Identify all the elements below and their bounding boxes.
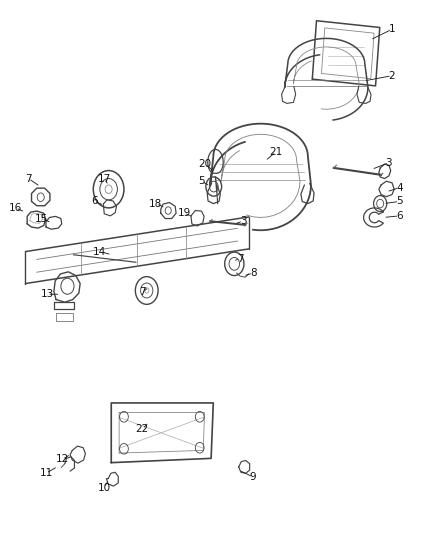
Text: 6: 6 (396, 211, 403, 221)
Text: 9: 9 (250, 472, 257, 482)
Text: 6: 6 (91, 197, 98, 206)
Text: 19: 19 (177, 208, 191, 218)
Text: 7: 7 (139, 287, 146, 297)
Text: 12: 12 (56, 455, 69, 464)
Text: 20: 20 (198, 159, 212, 169)
Text: 5: 5 (396, 197, 403, 206)
Text: 18: 18 (149, 199, 162, 208)
Text: 7: 7 (25, 174, 32, 183)
Text: 16: 16 (9, 203, 22, 213)
Text: 1: 1 (389, 25, 396, 34)
Text: 7: 7 (237, 254, 244, 263)
Text: 3: 3 (240, 216, 247, 226)
Text: 14: 14 (93, 247, 106, 256)
Text: 15: 15 (35, 214, 48, 223)
Text: 22: 22 (136, 424, 149, 434)
Text: 3: 3 (385, 158, 392, 167)
Text: 4: 4 (396, 183, 403, 192)
Text: 8: 8 (250, 268, 257, 278)
Text: 21: 21 (269, 147, 283, 157)
Text: 2: 2 (389, 71, 396, 80)
Text: 10: 10 (98, 483, 111, 492)
Text: 13: 13 (41, 289, 54, 299)
Text: 17: 17 (98, 174, 111, 183)
Text: 11: 11 (39, 469, 53, 478)
Text: 5: 5 (198, 176, 205, 186)
